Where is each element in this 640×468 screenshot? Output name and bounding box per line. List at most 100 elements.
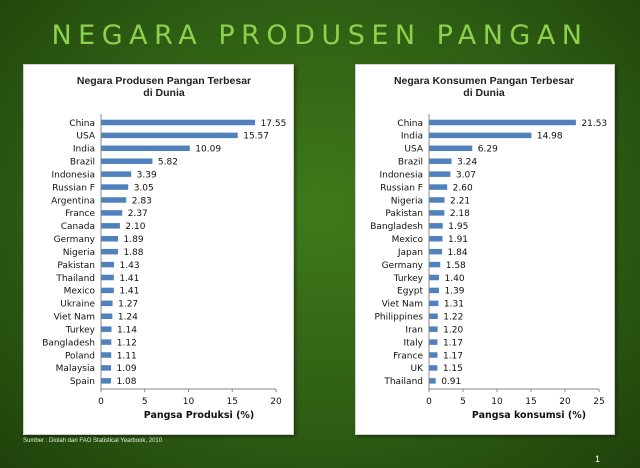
x-axis-label: Pangsa Produksi (%) [144,410,255,421]
bar [101,210,123,216]
value-label: 15.57 [243,132,269,142]
value-label: 1.11 [117,351,137,361]
category-label: Nigeria [391,196,423,206]
value-label: 1.24 [118,313,138,323]
bar [101,300,113,307]
category-label: Viet Nam [54,313,95,323]
value-label: 1.43 [120,261,140,271]
category-label: Italy [403,338,423,348]
category-label: Poland [65,351,95,361]
x-tick-label: 25 [593,397,604,407]
category-label: Brazil [398,158,423,168]
bar [429,313,438,320]
category-label: India [401,132,423,142]
category-label: Germany [54,235,96,245]
page-number: 1 [595,454,601,464]
x-tick-label: 10 [183,397,195,407]
bar [429,197,445,203]
slide-title: NEGARA PRODUSEN PANGAN [51,20,589,51]
bar [429,300,439,307]
category-label: Bangladesh [370,222,423,232]
value-label: 1.39 [444,287,464,297]
bar [101,171,132,177]
category-label: Mexico [392,235,424,245]
bar [101,261,115,268]
bar [429,274,440,281]
x-tick-label: 20 [559,397,571,407]
category-label: Nigeria [63,248,95,258]
bar [101,313,113,320]
bar [429,184,448,190]
category-label: Brazil [70,158,95,168]
value-label: 1.89 [124,235,144,245]
category-label: Egypt [397,287,423,297]
category-label: Turkey [393,274,424,284]
category-label: Indonesia [379,170,423,180]
bar [429,223,443,229]
bar [101,223,120,229]
category-label: Malaysia [56,364,95,374]
chart-title-line: Negara Produsen Pangan Terbesar [77,75,251,87]
category-label: Russian F [52,183,95,193]
value-label: 2.21 [450,196,470,206]
value-label: 1.17 [443,351,463,361]
category-label: Thailand [383,377,423,387]
bar [429,261,441,268]
x-axis-label: Pangsa konsumsi (%) [472,410,586,421]
value-label: 1.95 [448,222,468,232]
bar [101,352,112,358]
chart-title-line: di Dunia [463,87,505,99]
value-label: 2.18 [450,209,470,219]
value-label: 1.15 [443,364,463,374]
category-label: Indonesia [51,170,95,180]
bar [429,132,532,139]
category-label: Iran [405,325,423,335]
bar [101,365,112,371]
category-label: Argentina [51,196,95,206]
x-tick-label: 15 [525,397,536,407]
bar [429,158,452,164]
value-label: 1.88 [123,248,143,258]
category-label: Bangladesh [42,338,95,348]
value-label: 5.82 [158,158,178,168]
chart-title-line: di Dunia [143,87,185,99]
category-label: Germany [382,261,424,271]
value-label: 3.24 [457,158,477,168]
value-label: 3.07 [456,170,476,180]
category-label: Philippines [375,313,424,323]
chart-title-line: Negara Konsumen Pangan Terbesar [394,75,574,87]
x-tick-label: 10 [491,397,503,407]
value-label: 1.84 [448,248,468,258]
value-label: 6.29 [478,145,498,155]
bar [429,119,576,126]
value-label: 17.55 [261,119,287,129]
value-label: 10.09 [195,145,221,155]
value-label: 21.53 [581,119,607,129]
category-label: China [397,119,423,129]
value-label: 2.60 [453,183,473,193]
x-tick-label: 15 [227,397,238,407]
category-label: Thailand [55,274,95,284]
bar [429,378,436,384]
bar [429,171,451,177]
producer-chart-panel: Negara Produsen Pangan Terbesar di Dunia C… [23,64,294,435]
bar [429,287,439,294]
bar [101,287,114,294]
value-label: 1.08 [116,377,136,387]
bar [429,352,438,358]
consumer-chart-panel: Negara Konsumen Pangan Terbesar di Dunia C… [355,64,615,435]
bar [429,248,443,255]
value-label: 1.17 [443,338,463,348]
bar [101,119,256,126]
value-label: 1.27 [118,300,138,310]
value-label: 1.41 [119,287,139,297]
category-label: Pakistan [385,209,423,219]
bar [429,210,445,216]
value-label: 1.12 [117,338,137,348]
value-label: 1.22 [443,313,463,323]
category-label: Pakistan [57,261,95,271]
value-label: 1.41 [119,274,139,284]
bar [429,339,438,345]
